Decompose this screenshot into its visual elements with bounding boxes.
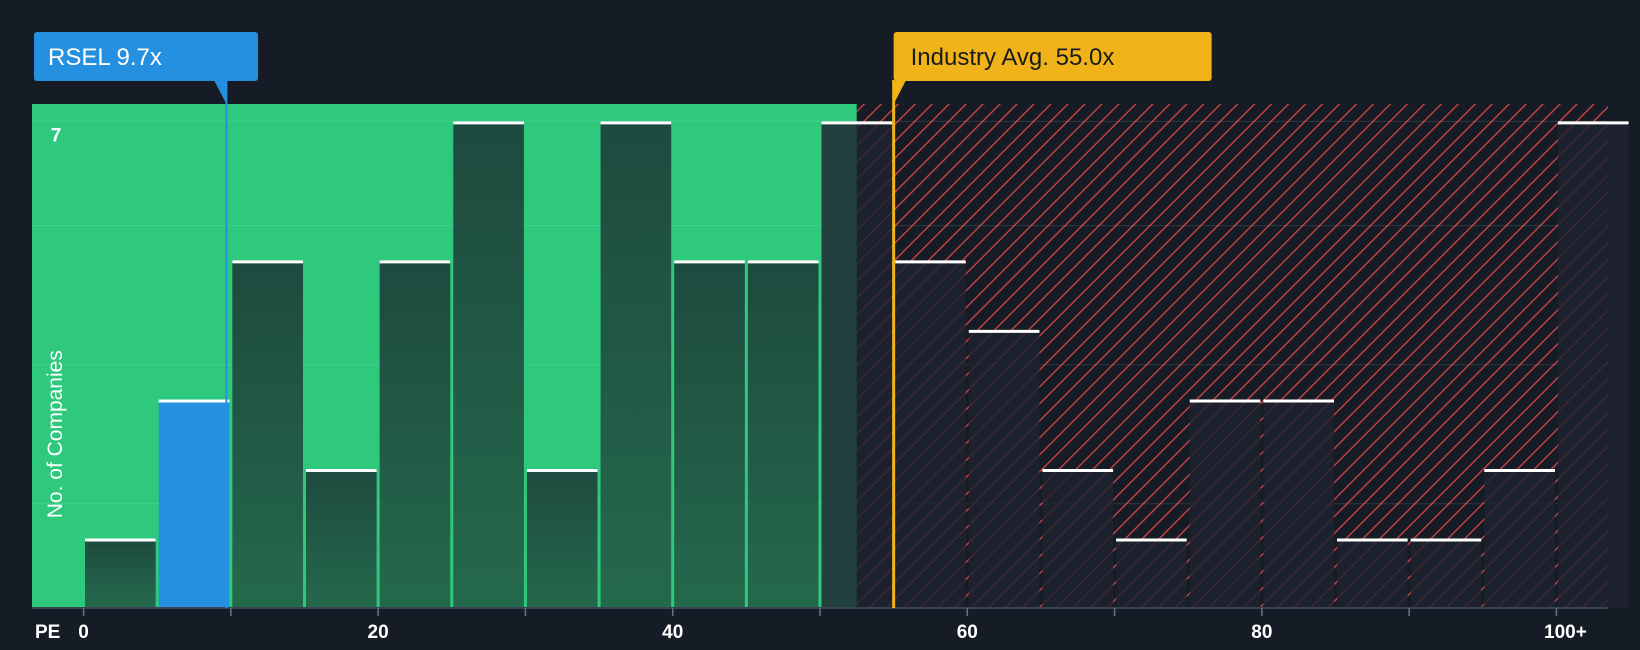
- x-tick-label: 40: [662, 622, 683, 643]
- industry-average-callout: [893, 32, 1212, 81]
- histogram-bar: [821, 121, 893, 609]
- y-tick-label: 7: [51, 125, 62, 146]
- x-tick-label: 100+: [1544, 622, 1587, 643]
- x-axis-ticks: 0 20 40 60 80 100+: [78, 608, 1587, 643]
- histogram-bar: [158, 399, 230, 608]
- histogram-bar: [1116, 538, 1187, 608]
- industry-average-label: Industry Avg. 55.0x: [911, 44, 1115, 71]
- company-callout: [34, 32, 258, 81]
- industry-callout-pointer: [893, 81, 906, 104]
- histogram-bar: [1042, 468, 1114, 608]
- histogram-bar: [674, 260, 745, 608]
- company-marker: RSEL 9.7x: [34, 32, 258, 608]
- histogram-bar: [968, 329, 1040, 608]
- histogram-bar: [1557, 121, 1629, 609]
- histogram-bar: [232, 260, 303, 608]
- x-tick-label: 20: [368, 622, 389, 643]
- histogram-bar: [1484, 468, 1555, 608]
- x-tick-label: 0: [78, 622, 89, 643]
- histogram-bar: [1337, 538, 1408, 608]
- x-axis-label: PE: [35, 622, 60, 643]
- histogram-bar: [600, 121, 672, 609]
- histogram-bar: [379, 260, 451, 608]
- industry-average-marker: Industry Avg. 55.0x: [892, 32, 1212, 608]
- company-callout-pointer: [214, 81, 227, 104]
- histogram-bars: [85, 121, 1629, 609]
- x-tick-label: 60: [957, 622, 978, 643]
- histogram-bar: [747, 260, 819, 608]
- y-axis-label: No. of Companies: [44, 350, 67, 518]
- histogram-bar: [1189, 399, 1261, 608]
- company-callout-label: RSEL 9.7x: [48, 44, 162, 71]
- histogram-bar: [526, 468, 598, 608]
- histogram-bar: [1410, 538, 1482, 608]
- histogram-bar: [85, 538, 156, 608]
- histogram-bar: [895, 260, 966, 608]
- histogram-bar: [1263, 399, 1335, 608]
- x-tick-label: 80: [1251, 622, 1272, 643]
- histogram-bar: [453, 121, 524, 609]
- histogram-bar: [305, 468, 377, 608]
